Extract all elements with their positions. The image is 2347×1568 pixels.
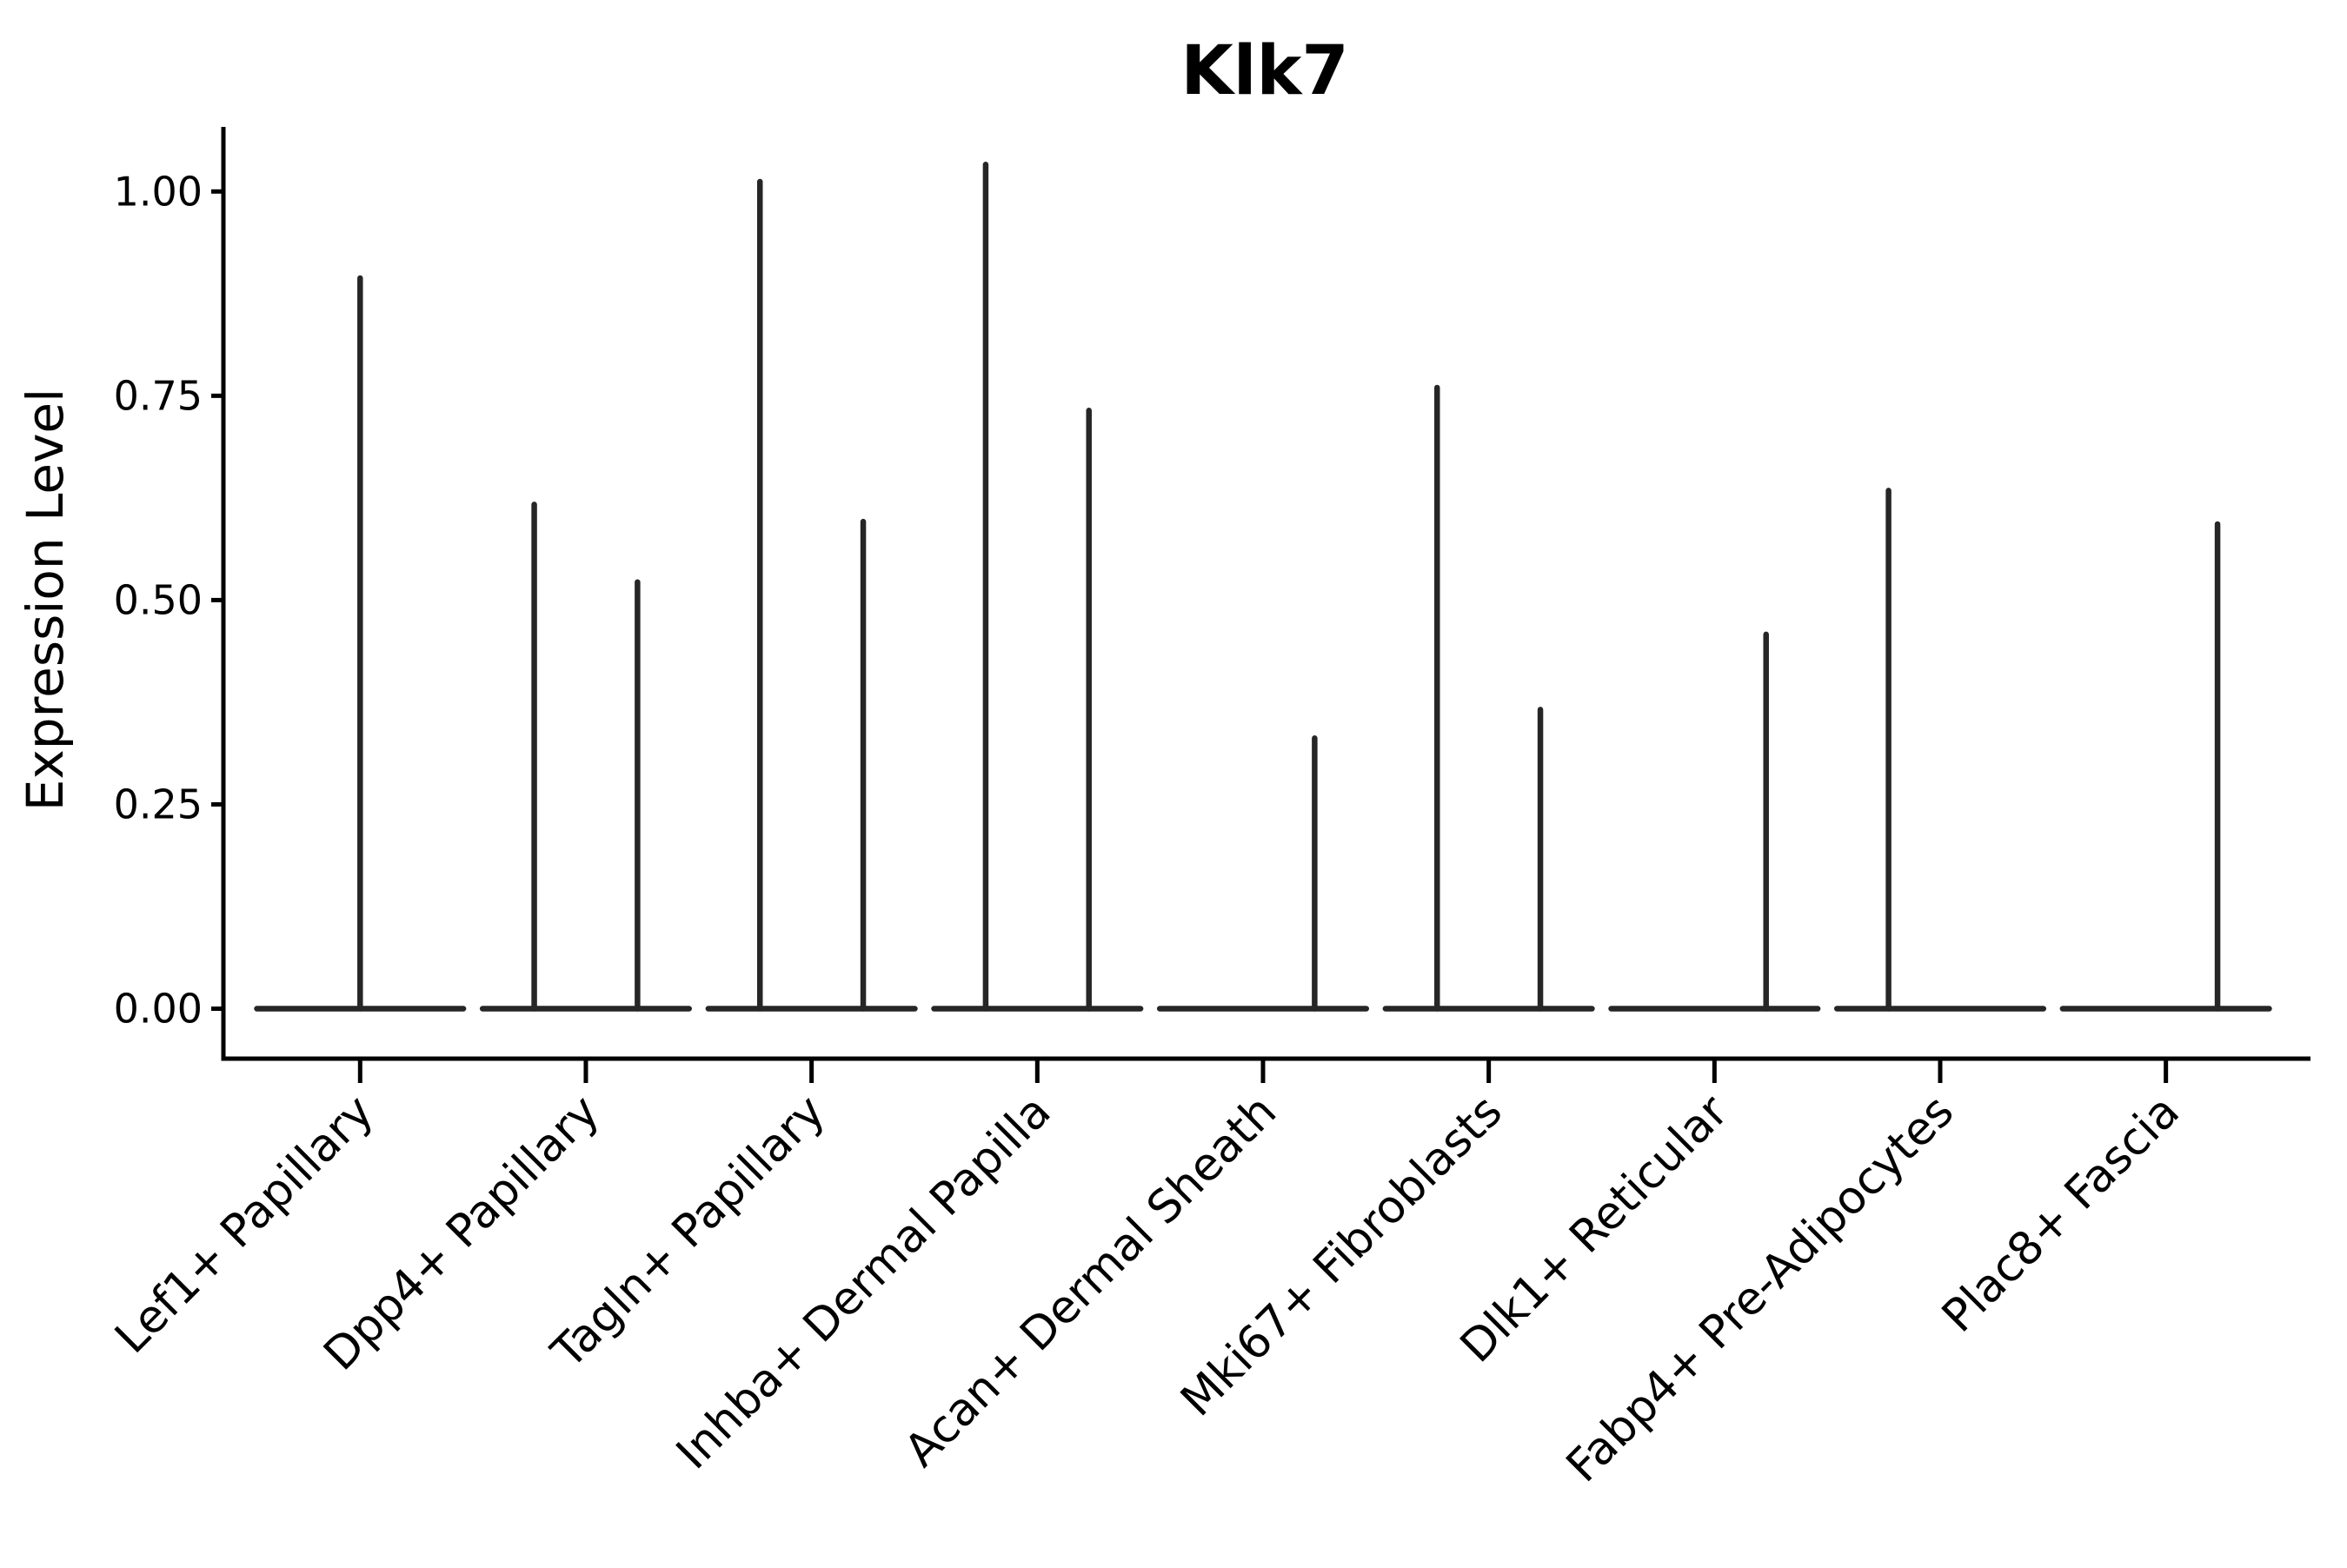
chart-title: Klk7 <box>1180 32 1348 110</box>
violin-8 <box>1833 488 2047 1012</box>
x-tick-label: Plac8+ Fascia <box>1932 1086 2190 1343</box>
violin-7 <box>1608 631 1821 1012</box>
y-axis-label: Expression Level <box>16 389 75 811</box>
y-tick-label: 0.75 <box>114 372 203 419</box>
violin-6 <box>1382 384 1595 1012</box>
x-tick-label: Fabp4+ Pre-Adipocytes <box>1557 1086 1964 1492</box>
violin-5 <box>1156 735 1370 1012</box>
violin-2 <box>479 502 693 1012</box>
y-tick-label: 1.00 <box>114 168 203 215</box>
violin-9 <box>2059 521 2272 1012</box>
y-tick-label: 0.00 <box>114 986 203 1033</box>
x-tick-label: Inhba+ Dermal Papilla <box>667 1086 1060 1479</box>
violin-1 <box>254 275 467 1012</box>
y-tick-label: 0.50 <box>114 577 203 624</box>
x-tick-label: Acan+ Dermal Sheath <box>895 1086 1287 1478</box>
violin-layer <box>254 162 2272 1012</box>
y-tick-label: 0.25 <box>114 781 203 828</box>
violin-3 <box>705 178 918 1012</box>
violin-4 <box>931 162 1144 1012</box>
